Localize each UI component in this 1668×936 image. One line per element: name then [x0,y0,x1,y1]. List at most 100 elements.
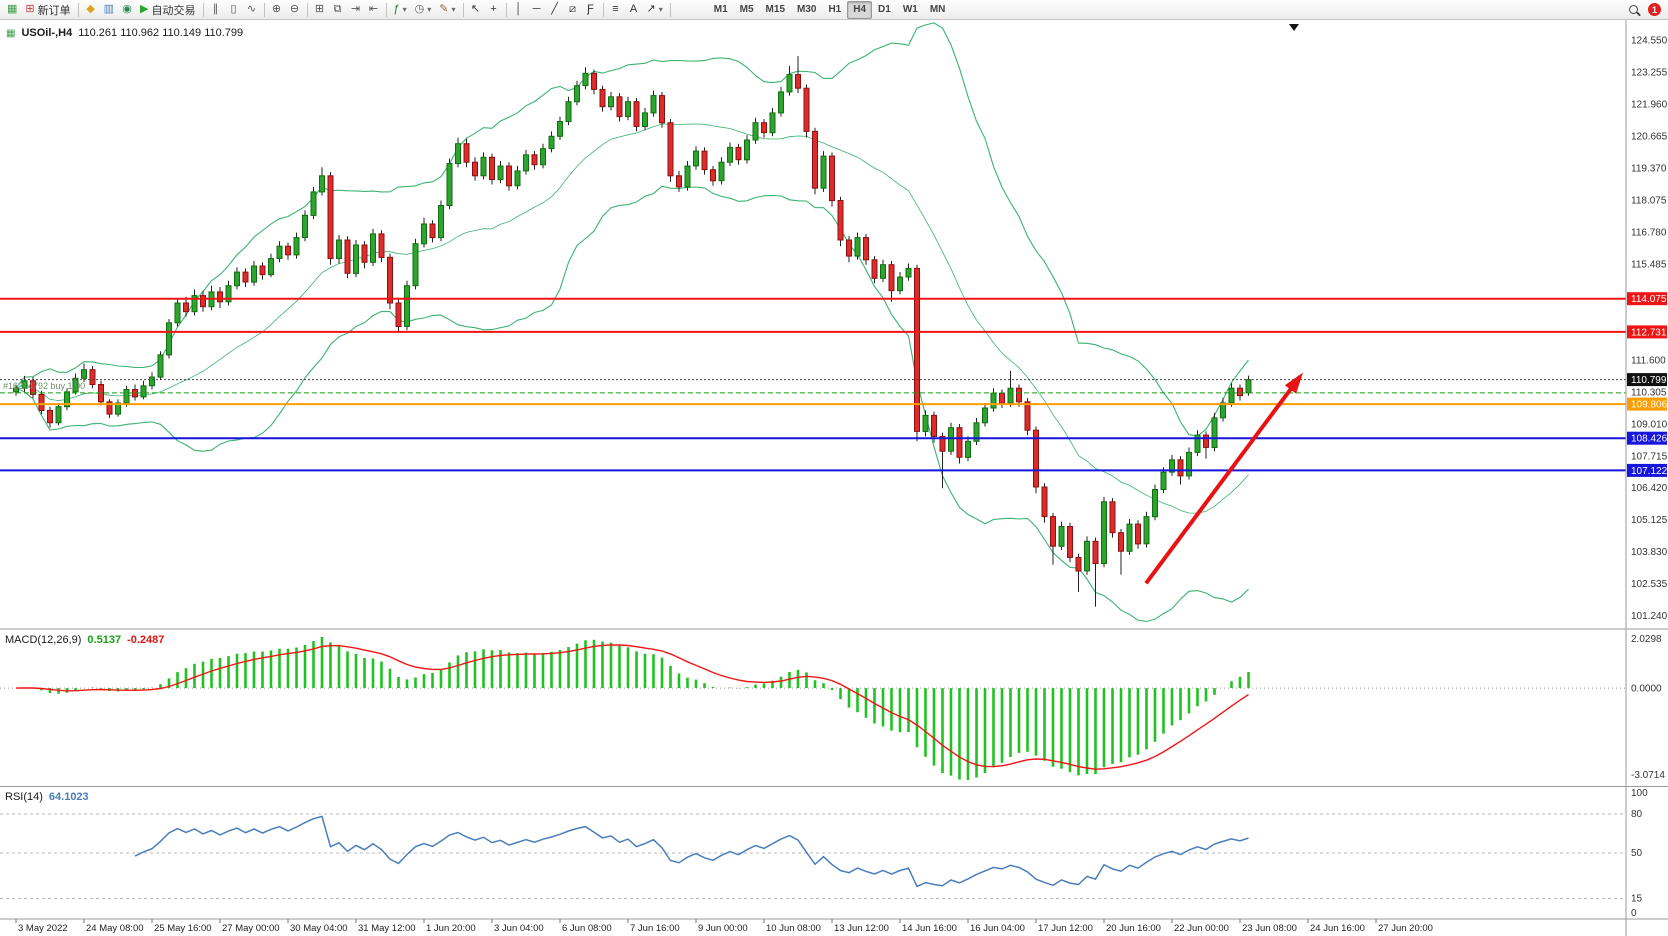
new-order-icon: ⊞ [25,3,35,15]
trend-arrow[interactable] [1144,372,1303,585]
toolbar-separator [385,2,387,17]
price-tag-label: 109.806 [1631,400,1668,411]
zoom-in-button[interactable]: ⊕ [268,1,286,19]
arrow-head-icon [1284,372,1303,394]
toolbar-separator [77,2,79,17]
rsi-line [134,815,1249,888]
price-tag-label: 112.731 [1631,327,1667,338]
horizontal-line-icon: ─ [532,3,541,15]
crosshair-button[interactable]: + [485,1,503,19]
time-axis-label: 25 May 16:00 [154,923,212,934]
toolbar-separator [669,2,671,17]
price-levels: #16314792 buy 1.00 [0,297,1626,472]
timeframe-m5[interactable]: M5 [739,4,754,15]
search-icon [1628,5,1638,14]
new-order-button[interactable]: ⊞ 新订单 [21,1,74,19]
toolbar-separator [505,2,507,17]
toolbar-separator [602,2,604,17]
rsi-axis-label: 0 [1631,908,1637,919]
line-chart-type-button[interactable]: ∿ [243,1,261,19]
rsi-panel: 100 80 50 15 0 [0,788,1648,919]
price-tag [1627,292,1667,306]
toolbar-separator [462,2,464,17]
cascade-windows-button[interactable]: ⧉ [329,1,347,19]
rsi-axis-label: 15 [1631,894,1643,905]
price-tag [1627,463,1667,477]
toolbar-right-group: 1 [1624,1,1665,19]
line-chart-icon: ∿ [246,3,257,15]
time-axis-label: 22 Jun 00:00 [1174,923,1229,934]
indicators-button[interactable]: ƒ ▾ [390,1,411,19]
chart-window-button[interactable]: ▦ [3,1,21,19]
price-tag [1627,431,1667,445]
timeframe-m30[interactable]: M30 [797,4,817,15]
bar-chart-type-button[interactable]: ∥ [207,1,225,19]
chart-shift-button[interactable]: ⇤ [365,1,383,19]
price-axis[interactable]: 124.550 123.255 121.960 120.665 119.370 118.0… [1289,20,1668,936]
tile-windows-button[interactable]: ⊞ [311,1,329,19]
toolbar-left-group: ▦ ⊞ 新订单 ◆ ▥ ◉ ▶ 自动交易 ∥ ▯ ∿ ⊕ ⊖ ⊞ ⧉ ⇥ ⇤ ƒ ▾ ◷ ▾ ✎ ▾ ↖ + │ ─ ╱ ⧄ Ƒ ≡ A ↗ ▾ [3,1,674,19]
timeframe-h4[interactable]: H4 [847,0,873,19]
vertical-line-button[interactable]: │ [510,1,528,19]
templates-button[interactable]: ✎ ▾ [435,1,459,19]
periods-icon: ◷ [414,3,425,15]
fibonacci-button[interactable]: Ƒ [582,1,600,19]
time-axis-label: 23 Jun 08:00 [1242,923,1297,934]
channel-button[interactable]: ⧄ [564,1,582,19]
timeframe-w1[interactable]: W1 [902,4,918,15]
shapes-button[interactable]: ≡ [607,1,625,19]
time-axis-label: 3 Jun 04:00 [494,923,544,934]
autotrading-button[interactable]: ▶ 自动交易 [136,1,199,19]
cursor-button[interactable]: ↖ [467,1,485,19]
time-axis-label: 14 Jun 16:00 [902,923,957,934]
rsi-axis-label: 50 [1631,848,1643,859]
trendline-button[interactable]: ╱ [546,1,564,19]
price-axis-label: 101.240 [1631,611,1668,622]
data-window-icon: ▥ [103,3,115,15]
navigator-button[interactable]: ◉ [118,1,136,19]
price-tag-label: 114.075 [1631,294,1667,305]
search-button[interactable] [1624,1,1642,19]
zoom-out-icon: ⊖ [289,3,300,15]
macd-axis-label: 2.0298 [1631,634,1662,645]
tile-windows-icon: ⊞ [314,3,325,15]
arrows-button[interactable]: ↗ ▾ [643,1,667,19]
time-axis[interactable]: 3 May 2022 24 May 08:00 25 May 16:00 27 May… [15,919,1433,934]
time-axis-label: 27 Jun 20:00 [1378,923,1433,934]
macd-axis-label: 0.0000 [1631,684,1662,695]
timeframe-bar: M1 M5 M15 M30 H1 H4 D1 W1 MN [708,0,952,19]
chart-shift-icon: ⇤ [368,3,379,15]
notification-badge[interactable]: 1 [1648,3,1661,16]
data-window-button[interactable]: ▥ [100,1,118,19]
templates-icon: ✎ [439,3,449,15]
toolbar: ▦ ⊞ 新订单 ◆ ▥ ◉ ▶ 自动交易 ∥ ▯ ∿ ⊕ ⊖ ⊞ ⧉ ⇥ ⇤ ƒ ▾ ◷ ▾ ✎ ▾ ↖ + │ ─ ╱ ⧄ Ƒ ≡ A ↗ ▾ … [0,0,1668,20]
price-tag-label: 107.122 [1631,466,1668,477]
timeframe-h1[interactable]: H1 [828,4,842,15]
cursor-icon: ↖ [470,3,481,15]
candlestick-type-button[interactable]: ▯ [225,1,243,19]
periods-button[interactable]: ◷ ▾ [411,1,436,19]
timeframe-m1[interactable]: M1 [713,4,728,15]
autoscroll-button[interactable]: ⇥ [347,1,365,19]
timeframe-mn[interactable]: MN [929,4,946,15]
shapes-icon: ≡ [612,3,619,15]
timeframe-d1[interactable]: D1 [878,4,891,15]
chevron-down-icon: ▾ [427,5,432,14]
new-order-button-label: 新订单 [37,4,71,17]
horizontal-line-button[interactable]: ─ [528,1,546,19]
zoom-out-button[interactable]: ⊖ [286,1,304,19]
timeframe-m15[interactable]: M15 [765,4,785,15]
text-button[interactable]: A [625,1,643,19]
candlestick-icon: ▯ [230,3,237,15]
symbols-button[interactable]: ◆ [82,1,100,19]
time-axis-label: 7 Jun 16:00 [630,923,680,934]
chart-shift-marker-icon[interactable] [1289,24,1299,31]
zoom-in-icon: ⊕ [271,3,282,15]
price-tag [1627,397,1667,411]
indicators-icon: ƒ [393,3,400,15]
chart-canvas[interactable]: #16314792 buy 1.00124.550123.255121.9601… [0,20,1668,936]
price-axis-label: 123.255 [1631,68,1668,79]
rsi-axis-label: 100 [1631,788,1648,799]
chart-window-icon: ▦ [7,3,18,15]
macd-axis-label: -3.0714 [1631,770,1665,781]
